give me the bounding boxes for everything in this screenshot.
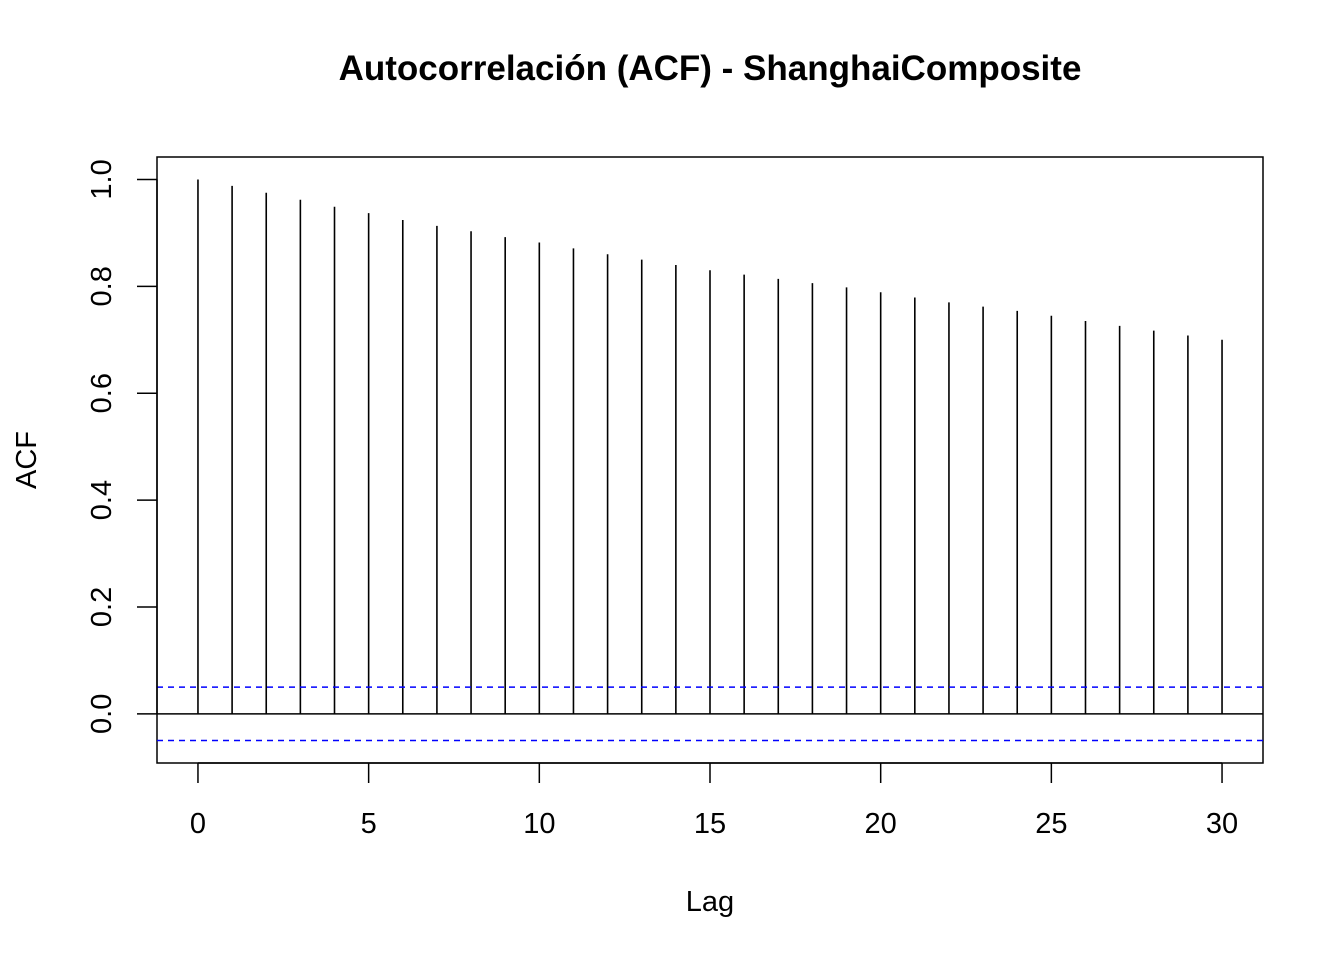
y-tick-label: 1.0 — [86, 159, 118, 199]
chart-title: Autocorrelación (ACF) - ShanghaiComposit… — [339, 49, 1082, 88]
x-tick-label: 10 — [523, 808, 555, 840]
x-tick-label: 20 — [865, 808, 897, 840]
x-tick-label: 0 — [190, 808, 206, 840]
x-axis: 0 5 10 15 20 25 30 — [190, 762, 1238, 840]
y-tick-label: 0.2 — [86, 587, 118, 627]
y-tick-label: 0.6 — [86, 373, 118, 413]
y-tick-label: 0.4 — [86, 480, 118, 520]
x-tick-label: 5 — [361, 808, 377, 840]
y-axis: 0.0 0.2 0.4 0.6 0.8 1.0 — [86, 159, 158, 734]
y-axis-label: ACF — [11, 431, 43, 489]
y-tick-label: 0.0 — [86, 694, 118, 734]
x-tick-label: 30 — [1206, 808, 1238, 840]
plot-area — [157, 179, 1263, 742]
x-tick-label: 15 — [694, 808, 726, 840]
x-tick-label: 25 — [1035, 808, 1067, 840]
x-axis-label: Lag — [686, 886, 734, 918]
y-tick-label: 0.8 — [86, 266, 118, 306]
